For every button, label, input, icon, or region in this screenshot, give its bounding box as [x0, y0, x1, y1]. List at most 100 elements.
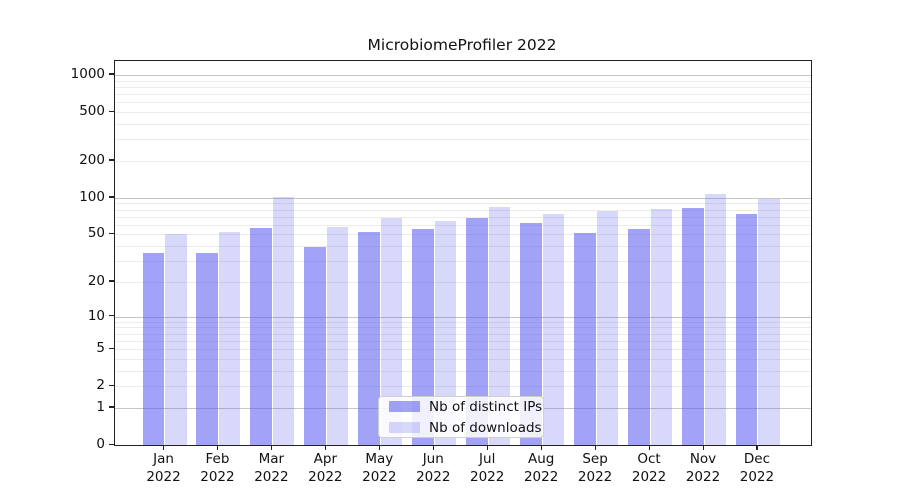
y-gridline-minor — [115, 209, 811, 211]
bar-distinct-ips — [142, 253, 164, 445]
y-gridline-minor — [115, 203, 811, 205]
x-tick-label-month: Jul 2022 — [457, 451, 517, 486]
y-gridline-major — [115, 197, 811, 199]
y-tick-label: 20 — [87, 272, 105, 289]
legend: Nb of distinct IPs Nb of downloads — [378, 396, 544, 438]
y-tick-label: 1 — [96, 398, 105, 415]
bar-distinct-ips — [466, 218, 488, 445]
y-gridline-minor — [115, 370, 811, 372]
x-tick-year: 2022 — [577, 468, 613, 485]
x-tick-year: 2022 — [254, 468, 289, 485]
x-tick-label-month: Oct 2022 — [619, 451, 679, 486]
x-tick-label-month: Sep 2022 — [565, 451, 625, 486]
chart-title: MicrobiomeProfiler 2022 — [367, 36, 557, 54]
y-gridline-minor — [115, 386, 811, 388]
y-tick-label: 5 — [96, 340, 105, 357]
x-tick-month: Oct — [637, 451, 661, 467]
bar-downloads — [326, 226, 349, 445]
x-tick-month: May — [365, 451, 394, 467]
legend-entry-distinct-ips: Nb of distinct IPs — [389, 399, 543, 415]
x-tick-year: 2022 — [631, 468, 667, 485]
x-tick-label-month: Nov 2022 — [673, 451, 733, 486]
x-tick-mark — [486, 445, 488, 450]
y-tick-mark — [109, 196, 114, 198]
x-tick-label-month: Feb 2022 — [187, 451, 247, 486]
x-tick-month: Nov — [689, 451, 717, 467]
x-tick-label-month: Mar 2022 — [241, 451, 301, 486]
x-tick-year: 2022 — [739, 468, 775, 485]
legend-swatch-downloads — [389, 422, 420, 433]
bar-downloads — [758, 198, 780, 445]
y-tick-label: 0 — [96, 436, 105, 452]
x-tick-year: 2022 — [308, 468, 343, 485]
bar-downloads — [596, 210, 619, 445]
y-gridline-minor — [115, 349, 811, 351]
bar-distinct-ips — [412, 229, 434, 445]
y-gridline-major — [115, 74, 811, 76]
legend-swatch-distinct-ips — [389, 401, 420, 412]
y-gridline-minor — [115, 340, 811, 342]
bar-distinct-ips — [250, 227, 272, 445]
x-tick-month: Jul — [479, 451, 496, 467]
x-tick-mark — [540, 445, 542, 450]
x-tick-mark — [270, 445, 273, 450]
x-tick-month: Sep — [582, 451, 608, 467]
x-tick-label-month: Jan 2022 — [134, 451, 194, 486]
y-tick-label: 50 — [87, 225, 105, 242]
bar-downloads — [272, 196, 295, 445]
x-tick-mark — [756, 445, 758, 450]
x-tick-month: Aug — [527, 451, 555, 467]
bar-distinct-ips — [628, 229, 650, 445]
x-tick-mark — [432, 445, 434, 450]
x-tick-label-month: Jun 2022 — [403, 451, 463, 486]
bar-distinct-ips — [196, 253, 218, 445]
y-gridline-major — [115, 316, 811, 318]
y-tick-label: 2 — [96, 377, 105, 394]
bar-downloads — [218, 232, 241, 445]
y-tick-label: 100 — [79, 188, 105, 205]
x-tick-year: 2022 — [200, 468, 235, 485]
x-tick-year: 2022 — [146, 468, 181, 485]
bar-downloads — [380, 218, 403, 445]
legend-label-downloads: Nb of downloads — [429, 419, 542, 436]
x-tick-year: 2022 — [470, 468, 505, 485]
y-gridline-minor — [115, 86, 811, 88]
plot-area — [114, 60, 812, 446]
x-tick-mark — [594, 445, 596, 450]
y-tick-mark — [109, 232, 114, 235]
y-gridline-minor — [115, 358, 811, 360]
y-gridline-minor — [115, 321, 811, 323]
y-tick-label: 1000 — [70, 65, 105, 82]
bar-downloads — [542, 213, 565, 445]
y-gridline-minor — [115, 80, 811, 82]
x-tick-mark — [163, 445, 165, 450]
bar-downloads — [165, 234, 187, 445]
bar-distinct-ips — [735, 213, 758, 445]
y-gridline-minor — [115, 261, 811, 263]
y-tick-mark — [109, 73, 114, 75]
legend-label-distinct-ips: Nb of distinct IPs — [429, 398, 543, 415]
y-tick-mark — [109, 110, 114, 112]
y-gridline-minor — [115, 139, 811, 141]
x-tick-mark — [324, 445, 327, 450]
x-tick-label-month: Aug 2022 — [511, 451, 571, 486]
y-tick-label: 10 — [87, 307, 105, 324]
y-tick-mark — [109, 406, 114, 408]
y-tick-mark — [109, 384, 114, 386]
x-tick-month: Jan — [153, 451, 174, 467]
x-tick-year: 2022 — [685, 468, 721, 485]
y-gridline-minor — [115, 216, 811, 218]
y-tick-mark — [109, 443, 114, 445]
bar-distinct-ips — [304, 247, 326, 445]
bar-distinct-ips — [520, 223, 542, 445]
x-tick-label-month: Dec 2022 — [727, 451, 787, 486]
bar-downloads — [434, 221, 457, 445]
x-tick-year: 2022 — [523, 468, 559, 485]
y-gridline-minor — [115, 333, 811, 335]
x-tick-month: Mar — [258, 451, 285, 467]
x-tick-month: Apr — [313, 451, 338, 467]
y-gridline-minor — [115, 224, 811, 226]
bar-downloads — [650, 208, 673, 445]
x-tick-year: 2022 — [416, 468, 451, 485]
